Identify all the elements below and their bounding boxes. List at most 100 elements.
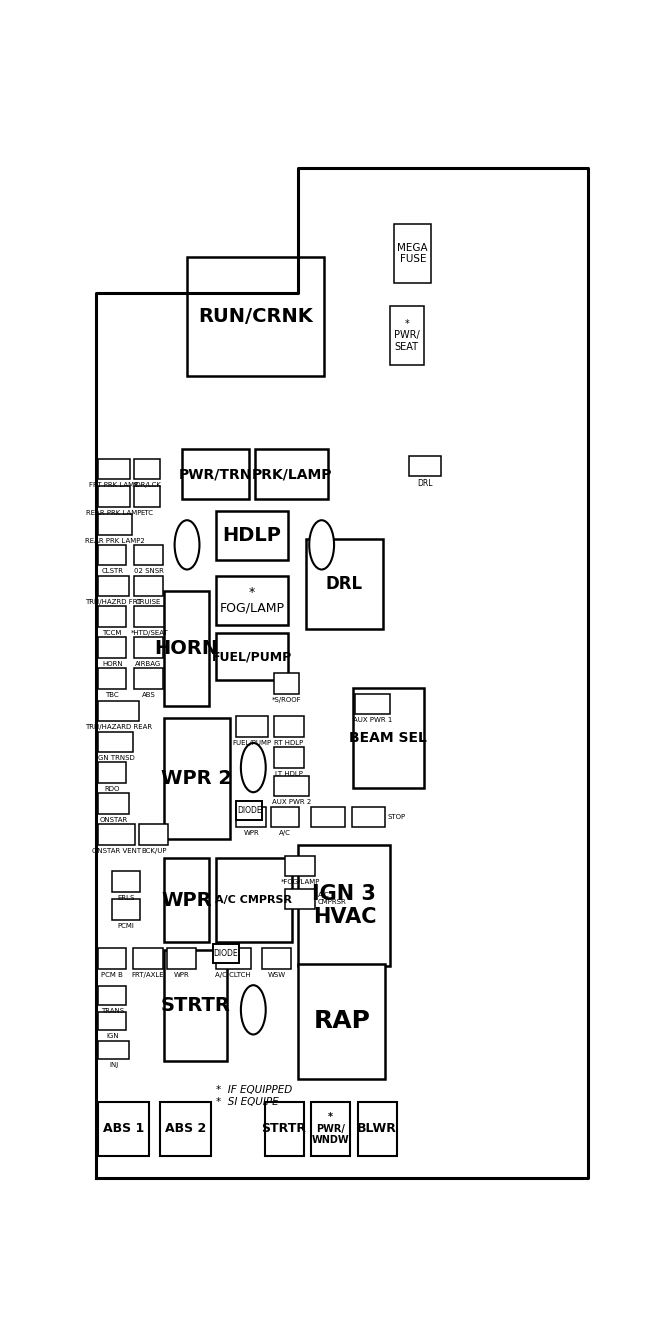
Text: ERLS: ERLS [118,894,135,901]
Bar [216,948,250,969]
Text: *
PWR/
WNDW: * PWR/ WNDW [312,1112,349,1145]
Circle shape [309,520,334,569]
Circle shape [174,520,200,569]
Bar [262,948,291,969]
Bar [98,487,130,507]
Text: PWR/TRN: PWR/TRN [179,467,253,481]
Bar [299,964,385,1078]
Bar [409,456,441,476]
Bar [355,693,391,714]
Bar [390,305,424,365]
Bar [112,898,140,920]
Bar [216,511,288,560]
Text: BCK/UP: BCK/UP [141,848,166,853]
Text: WPR: WPR [243,830,259,836]
Text: ONSTAR VENT: ONSTAR VENT [92,848,141,853]
Bar [134,637,163,657]
Text: WSW: WSW [267,972,285,978]
Bar [134,607,164,627]
Bar [274,716,304,737]
Text: IGN TRNSD: IGN TRNSD [96,756,135,761]
Bar [285,856,315,876]
Bar [112,872,140,892]
Bar [236,716,269,737]
Text: FUEL/PUMP: FUEL/PUMP [232,740,272,746]
Bar [98,1041,129,1060]
Bar [182,449,249,499]
Bar [187,257,324,376]
Bar [98,986,126,1005]
Bar [98,459,130,479]
Bar [306,539,383,629]
Text: REAR PRK LAMP2: REAR PRK LAMP2 [85,537,145,544]
Bar [164,858,209,942]
Text: *S/ROOF: *S/ROOF [272,697,301,702]
Text: WPR: WPR [161,890,212,909]
Bar [164,591,209,706]
Bar [216,576,288,625]
Text: A/C
CMPRSR: A/C CMPRSR [318,893,347,905]
Text: AUX PWR 2: AUX PWR 2 [272,800,311,805]
Bar [140,824,168,845]
Bar [351,806,385,826]
Text: PCMI: PCMI [118,922,135,929]
Bar [299,845,391,965]
Bar [98,607,126,627]
Bar [394,224,432,283]
Text: MEGA
FUSE: MEGA FUSE [397,243,428,264]
Bar [133,948,163,969]
Bar [98,732,133,752]
Text: A/C CLTCH: A/C CLTCH [215,972,251,978]
Bar [98,793,129,813]
Bar [274,746,304,768]
Text: FRT PRK LAMP: FRT PRK LAMP [90,483,139,488]
Text: *DR/LCK: *DR/LCK [133,483,162,488]
Text: AUX PWR 1: AUX PWR 1 [353,717,393,724]
Bar [98,1012,126,1030]
Circle shape [241,985,266,1034]
Bar [164,718,230,840]
Text: INJ: INJ [109,1062,118,1068]
Bar [98,576,129,596]
Text: ONSTAR: ONSTAR [100,817,128,822]
Bar [285,889,315,909]
Bar [168,948,196,969]
Text: RDO: RDO [105,786,120,792]
Bar [216,858,292,942]
Text: TRN/HAZRD FRT: TRN/HAZRD FRT [86,600,142,605]
Text: *
FOG/LAMP: * FOG/LAMP [219,587,285,615]
Bar [311,806,345,826]
Text: PCM B: PCM B [102,972,123,978]
Bar [216,633,288,680]
Text: DRL: DRL [326,575,363,593]
Bar [134,576,163,596]
Text: HDLP: HDLP [222,527,281,545]
Text: TCCM: TCCM [103,631,122,636]
Bar [98,545,126,565]
Bar [134,545,163,565]
Bar [271,806,299,826]
Text: 02 SNSR: 02 SNSR [134,568,164,575]
Bar [98,948,126,969]
Text: WPR 2: WPR 2 [162,769,232,788]
Text: A/C CMPRSR: A/C CMPRSR [215,894,293,905]
Bar [98,762,126,782]
Text: IGN: IGN [106,1033,118,1040]
Text: ABS 2: ABS 2 [165,1122,206,1136]
Text: WPR: WPR [174,972,190,978]
Text: REAR PRK LAMP: REAR PRK LAMP [86,511,142,516]
Bar [98,637,126,657]
Text: AIRBAG: AIRBAG [136,661,162,666]
Text: *HTD/SEAT: *HTD/SEAT [130,631,168,636]
Text: TRN/HAZARD REAR: TRN/HAZARD REAR [85,725,152,730]
Bar [265,1102,303,1156]
Text: HORN: HORN [154,639,218,659]
Bar [164,950,227,1061]
Text: LT HDLP: LT HDLP [275,770,303,777]
Text: *  IF EQUIPPED
*  SI EQUIPE: * IF EQUIPPED * SI EQUIPE [216,1085,292,1106]
Text: TBC: TBC [106,692,119,697]
Text: FUEL/PUMP: FUEL/PUMP [212,651,292,664]
Bar [274,776,309,796]
Bar [255,449,328,499]
Bar [134,487,160,507]
